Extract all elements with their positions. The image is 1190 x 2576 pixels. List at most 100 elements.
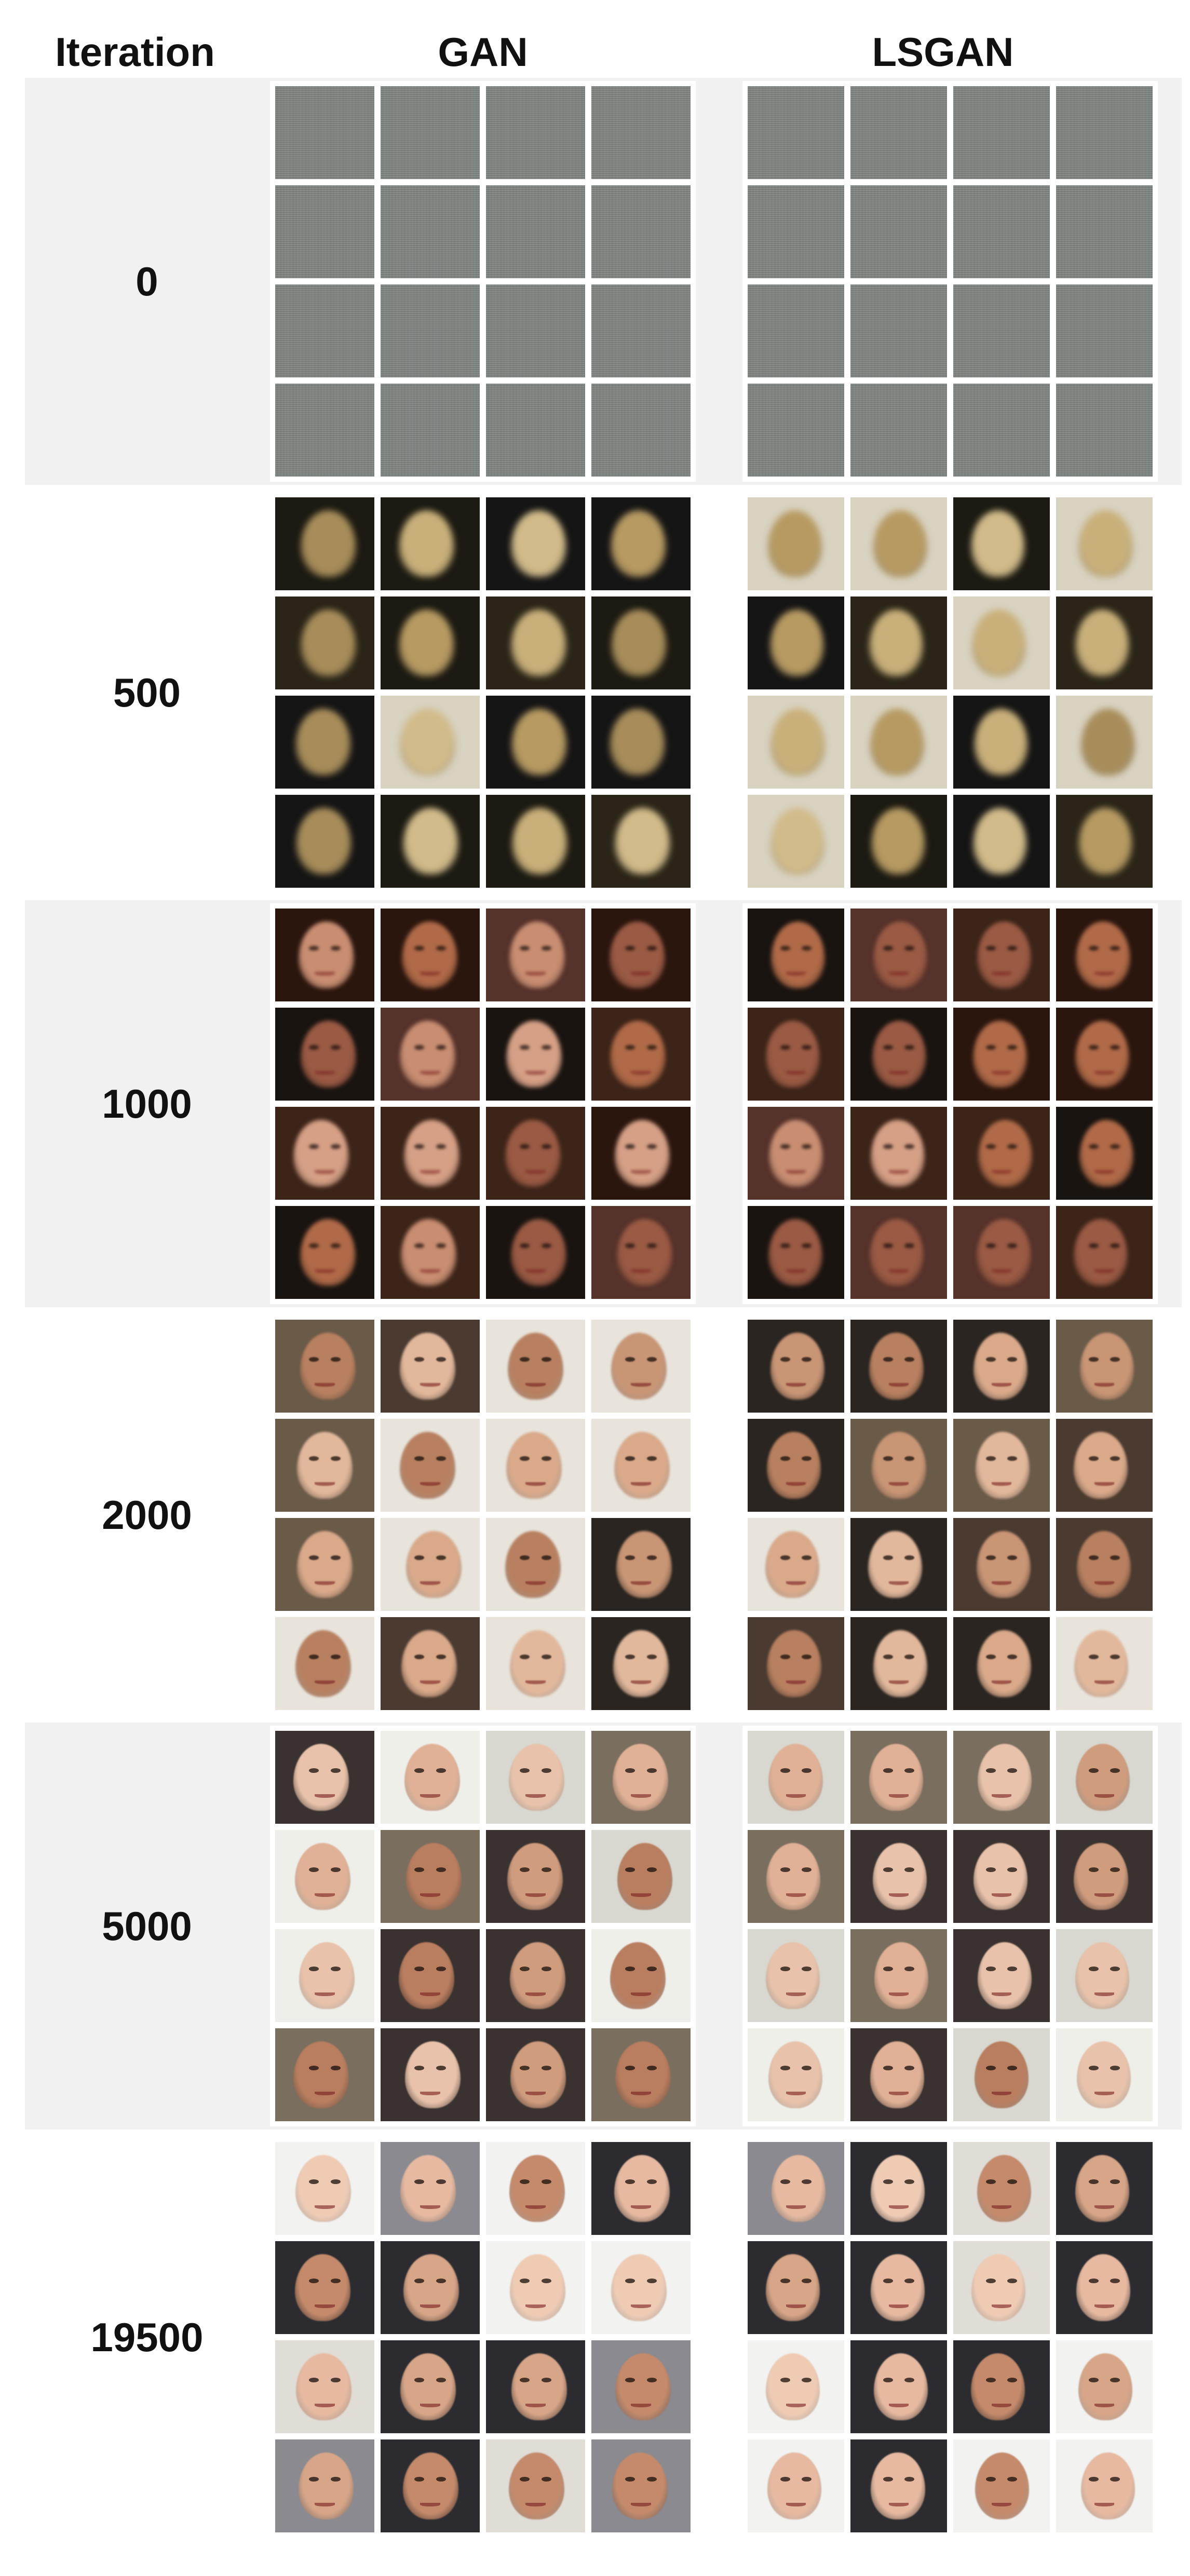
gan-samples-grid-sample-13 [275,795,374,888]
lsgan-samples-grid-sample-14 [850,2439,947,2532]
lsgan-samples-grid-sample-11 [953,1929,1050,2022]
lsgan-samples-grid-sample-15 [953,795,1050,888]
gan-samples-grid-sample-12 [591,1929,691,2022]
gan-samples-grid-sample-3 [486,86,585,179]
gan-samples-grid-sample-10 [381,2340,480,2433]
lsgan-samples-grid-sample-3 [953,86,1050,179]
lsgan-samples-grid-sample-9 [748,1107,844,1200]
gan-samples-grid-sample-11 [486,696,585,789]
gan-samples-grid [270,903,696,1304]
gan-samples-grid [270,1314,696,1715]
iteration-label: 5000 [102,1903,192,1949]
lsgan-samples-grid-sample-14 [850,1206,947,1299]
gan-samples-grid-sample-2 [381,1320,480,1413]
lsgan-samples-grid-sample-8 [1056,1830,1153,1923]
lsgan-samples-grid-sample-2 [850,1731,947,1824]
gan-samples-grid-sample-11 [486,1107,585,1200]
lsgan-samples-grid [742,81,1158,482]
gan-samples-grid-sample-15 [486,2028,585,2121]
lsgan-samples-grid-sample-8 [1056,596,1153,689]
gan-samples-grid-sample-14 [381,795,480,888]
gan-samples-grid-sample-11 [486,1929,585,2022]
lsgan-samples-grid-sample-12 [1056,1929,1153,2022]
lsgan-samples-grid-sample-7 [953,1008,1050,1101]
gan-samples-grid-sample-4 [591,86,691,179]
gan-samples-grid-sample-3 [486,909,585,1001]
lsgan-samples-grid-sample-11 [953,1107,1050,1200]
lsgan-samples-grid-sample-4 [1056,86,1153,179]
gan-samples-grid-sample-15 [486,795,585,888]
lsgan-samples-grid-sample-14 [850,1617,947,1710]
gan-samples-grid-sample-5 [275,1419,374,1512]
gan-samples-grid-sample-14 [381,1206,480,1299]
gan-samples-grid-sample-5 [275,1008,374,1101]
gan-samples-grid-sample-1 [275,497,374,590]
gan-samples-grid-sample-5 [275,1830,374,1923]
gan-samples-grid-sample-10 [381,1518,480,1611]
lsgan-samples-grid-sample-16 [1056,1617,1153,1710]
gan-samples-grid-sample-6 [381,596,480,689]
gan-samples-grid-sample-1 [275,1320,374,1413]
gan-samples-grid-sample-16 [591,1617,691,1710]
lsgan-samples-grid-sample-13 [748,1206,844,1299]
lsgan-samples-grid-sample-9 [748,284,844,377]
lsgan-samples-grid-sample-6 [850,2241,947,2334]
gan-samples-grid-sample-15 [486,384,585,477]
lsgan-samples-grid-sample-13 [748,2439,844,2532]
gan-samples-grid [270,81,696,482]
lsgan-samples-grid-sample-7 [953,596,1050,689]
iteration-label: 500 [113,669,181,715]
lsgan-samples-grid-sample-2 [850,86,947,179]
lsgan-samples-grid-sample-6 [850,596,947,689]
gan-samples-grid-sample-5 [275,2241,374,2334]
lsgan-samples-grid-sample-10 [850,1929,947,2022]
lsgan-samples-grid-sample-15 [953,384,1050,477]
lsgan-samples-grid-sample-2 [850,2142,947,2235]
lsgan-samples-grid-sample-5 [748,1008,844,1101]
gan-samples-grid-sample-8 [591,1008,691,1101]
lsgan-samples-grid-sample-2 [850,1320,947,1413]
lsgan-samples-grid-sample-14 [850,384,947,477]
gan-samples-grid-sample-2 [381,2142,480,2235]
lsgan-samples-grid-sample-1 [748,2142,844,2235]
lsgan-samples-grid-sample-1 [748,1731,844,1824]
lsgan-samples-grid-sample-2 [850,497,947,590]
gan-samples-grid-sample-12 [591,1518,691,1611]
gan-samples-grid-sample-8 [591,1419,691,1512]
gan-samples-grid-sample-9 [275,2340,374,2433]
gan-samples-grid-sample-9 [275,1518,374,1611]
gan-samples-grid-sample-16 [591,2028,691,2121]
lsgan-samples-grid-sample-15 [953,2028,1050,2121]
lsgan-column-header: LSGAN [872,29,1014,75]
lsgan-samples-grid-sample-8 [1056,1008,1153,1101]
lsgan-samples-grid-sample-13 [748,2028,844,2121]
lsgan-samples-grid-sample-10 [850,1107,947,1200]
gan-samples-grid-sample-13 [275,2439,374,2532]
lsgan-samples-grid-sample-12 [1056,284,1153,377]
lsgan-samples-grid-sample-5 [748,1419,844,1512]
lsgan-samples-grid-sample-10 [850,2340,947,2433]
lsgan-samples-grid-sample-15 [953,1206,1050,1299]
gan-samples-grid-sample-16 [591,795,691,888]
gan-samples-grid-sample-7 [486,1008,585,1101]
gan-samples-grid-sample-15 [486,2439,585,2532]
lsgan-samples-grid-sample-13 [748,795,844,888]
gan-samples-grid-sample-8 [591,1830,691,1923]
lsgan-samples-grid-sample-3 [953,1320,1050,1413]
gan-samples-grid-sample-16 [591,384,691,477]
gan-samples-grid-sample-4 [591,497,691,590]
lsgan-samples-grid-sample-3 [953,1731,1050,1824]
lsgan-samples-grid-sample-13 [748,384,844,477]
lsgan-samples-grid-sample-1 [748,909,844,1001]
lsgan-samples-grid-sample-3 [953,497,1050,590]
lsgan-samples-grid-sample-10 [850,284,947,377]
lsgan-samples-grid-sample-4 [1056,2142,1153,2235]
lsgan-samples-grid-sample-4 [1056,497,1153,590]
gan-samples-grid-sample-1 [275,2142,374,2235]
lsgan-samples-grid-sample-9 [748,696,844,789]
iteration-label: 2000 [102,1492,192,1538]
lsgan-samples-grid-sample-1 [748,1320,844,1413]
lsgan-samples-grid-sample-11 [953,1518,1050,1611]
gan-samples-grid-sample-3 [486,2142,585,2235]
lsgan-samples-grid-sample-12 [1056,696,1153,789]
